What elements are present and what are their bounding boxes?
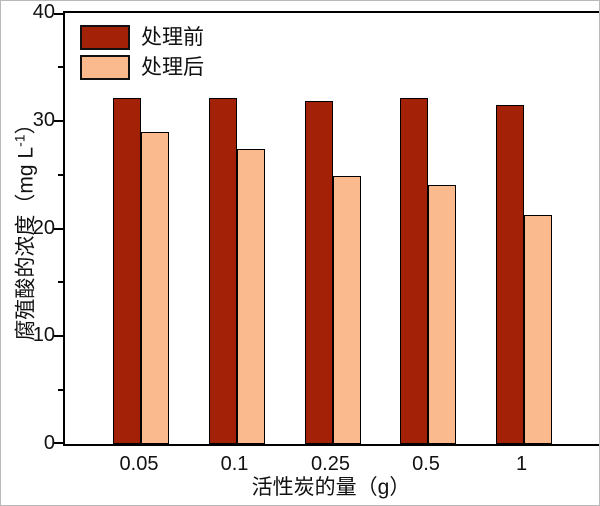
- y-axis-title-text: 腐殖酸的浓度（mg L: [14, 146, 38, 341]
- y-minor-tick-15: [58, 281, 63, 284]
- x-tick-label-1: 1: [515, 453, 528, 475]
- y-minor-tick-5: [58, 389, 63, 392]
- y-major-tick-40: [54, 13, 63, 15]
- y-major-tick-30: [54, 119, 63, 122]
- y-tick-label-40: 40: [32, 1, 55, 23]
- bar-after-0.25: [332, 175, 361, 444]
- bar-after-0.05: [141, 131, 169, 444]
- x-tick-label-0.25: 0.25: [311, 453, 350, 475]
- legend-swatch-before: [80, 25, 130, 50]
- legend: 处理前 处理后: [80, 25, 204, 85]
- x-tick-label-0.05: 0.05: [119, 453, 159, 475]
- legend-entry-after: 处理后: [80, 55, 204, 80]
- plot-area: 处理前 处理后: [54, 11, 599, 446]
- bar-before-0.25: [304, 101, 333, 444]
- legend-label-before: 处理前: [141, 26, 204, 49]
- y-tick-label-20: 20: [32, 216, 55, 239]
- y-major-tick-20: [54, 227, 63, 230]
- y-tick-label-10: 10: [32, 324, 55, 347]
- bar-before-1: [495, 104, 524, 444]
- bar-before-0.05: [113, 98, 141, 444]
- y-axis-title-superscript: -1: [11, 134, 28, 147]
- y-tick-label-30: 30: [32, 108, 55, 131]
- y-major-tick-10: [54, 335, 63, 338]
- x-tick-label-0.1: 0.1: [220, 453, 249, 475]
- legend-entry-before: 处理前: [80, 25, 204, 50]
- bar-after-0.1: [236, 148, 265, 444]
- legend-swatch-after: [80, 55, 130, 80]
- bar-after-1: [523, 214, 552, 444]
- y-major-tick-0: [54, 442, 63, 444]
- y-tick-label-0: 0: [43, 432, 55, 454]
- x-tick-label-0.5: 0.5: [412, 453, 440, 475]
- y-minor-tick-25: [58, 173, 63, 176]
- bar-before-0.5: [400, 98, 428, 444]
- legend-label-after: 处理后: [141, 56, 204, 79]
- x-axis-title: 活性炭的量（g）: [251, 476, 411, 499]
- bar-after-0.5: [428, 185, 456, 444]
- bar-before-0.1: [208, 98, 237, 444]
- y-minor-tick-35: [58, 65, 63, 68]
